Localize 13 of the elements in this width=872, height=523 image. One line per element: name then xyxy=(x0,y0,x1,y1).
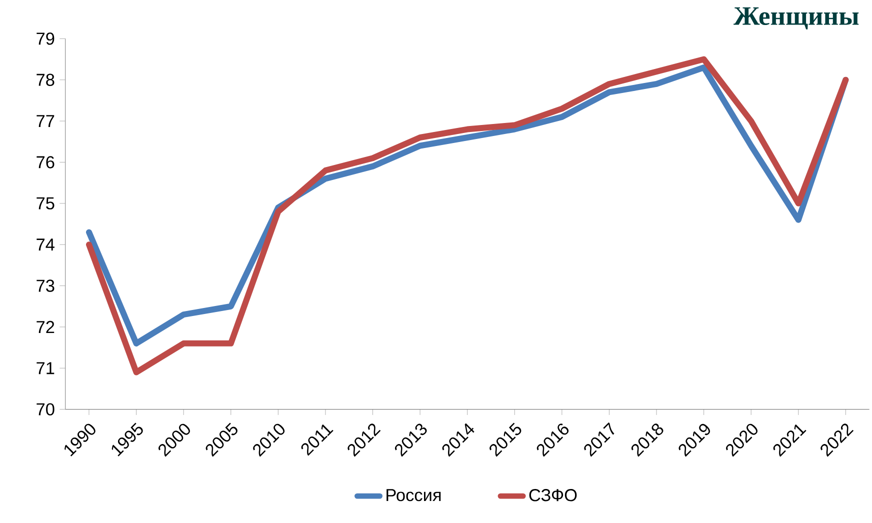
y-tick-label: 70 xyxy=(36,403,54,416)
y-tick-label: 77 xyxy=(36,115,54,128)
y-tick-label: 71 xyxy=(36,362,54,374)
y-tick-label: 73 xyxy=(36,280,54,292)
y-tick-label: 72 xyxy=(36,321,54,334)
y-tick-label: 74 xyxy=(36,238,54,251)
y-tick-label: 75 xyxy=(36,198,54,210)
chart-title: Женщины xyxy=(734,8,859,30)
legend-label: СЗФО xyxy=(529,489,577,502)
y-tick-label: 78 xyxy=(36,74,54,86)
y-tick-label: 76 xyxy=(36,156,54,168)
y-tick-label: 79 xyxy=(36,32,54,45)
legend-label: Россия xyxy=(386,489,441,502)
